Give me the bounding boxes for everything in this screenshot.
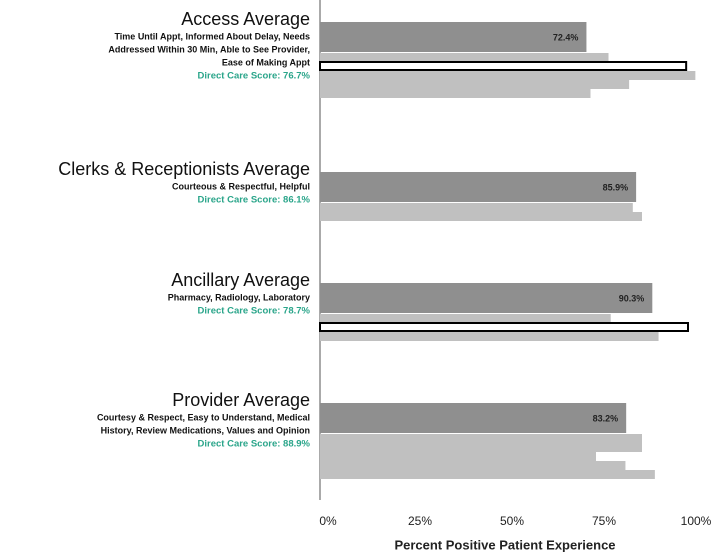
item-bar — [320, 443, 642, 452]
group-title: Clerks & Receptionists Average — [58, 159, 310, 179]
item-bar — [320, 71, 696, 80]
average-bar — [320, 403, 627, 433]
group-description: Time Until Appt, Informed About Delay, N… — [114, 31, 310, 41]
group-description: Courtesy & Respect, Easy to Understand, … — [97, 412, 310, 422]
group-title: Provider Average — [172, 390, 310, 410]
x-axis-label: Percent Positive Patient Experience — [394, 537, 615, 552]
average-label: 90.3% — [619, 293, 645, 303]
x-tick-label: 50% — [500, 514, 524, 528]
average-label: 72.4% — [553, 32, 579, 42]
item-bar — [320, 332, 659, 341]
group-description: Ease of Making Appt — [222, 57, 310, 67]
x-tick-label: 25% — [408, 514, 432, 528]
group-title: Ancillary Average — [171, 270, 310, 290]
average-bar — [320, 172, 637, 202]
item-bar — [320, 314, 611, 323]
item-bar — [320, 89, 591, 98]
item-bar — [320, 80, 630, 89]
item-bar — [320, 53, 609, 62]
average-label: 83.2% — [593, 413, 619, 423]
highlight-bar — [319, 322, 689, 332]
x-tick-label: 0% — [319, 514, 337, 528]
average-bar — [320, 283, 653, 313]
group-title: Access Average — [181, 9, 310, 29]
item-bar — [320, 470, 655, 479]
group-description: Courteous & Respectful, Helpful — [172, 181, 310, 191]
highlight-bar — [319, 61, 688, 71]
average-label: 85.9% — [603, 182, 629, 192]
x-tick-label: 75% — [592, 514, 616, 528]
score-label: Direct Care Score: 88.9% — [198, 439, 311, 450]
group-description: History, Review Medications, Values and … — [101, 425, 310, 435]
item-bar — [320, 434, 642, 443]
score-label: Direct Care Score: 78.7% — [198, 306, 311, 317]
item-bar — [320, 452, 596, 461]
group-description: Addressed Within 30 Min, Able to See Pro… — [108, 44, 310, 54]
average-bar — [320, 22, 587, 52]
x-tick-label: 100% — [681, 514, 712, 528]
item-bar — [320, 212, 642, 221]
item-bar — [320, 461, 626, 470]
group-description: Pharmacy, Radiology, Laboratory — [168, 292, 310, 302]
score-label: Direct Care Score: 76.7% — [198, 71, 311, 82]
item-bar — [320, 203, 633, 212]
score-label: Direct Care Score: 86.1% — [198, 195, 311, 206]
